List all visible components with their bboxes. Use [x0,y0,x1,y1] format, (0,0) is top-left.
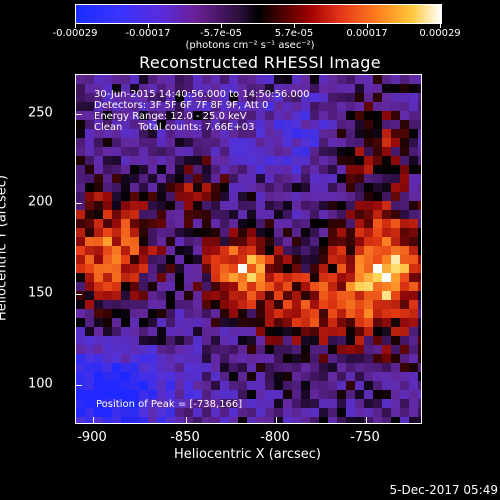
colorbar-tick-label: 5.7e-05 [274,28,314,39]
detectors-info: Detectors: 3F 5F 6F 7F 8F 9F, Att 0 [94,100,269,111]
image-plot: 30-Jun-2015 14:40:56.000 to 14:50:56.000… [75,74,422,424]
x-tick-label: -850 [170,430,200,445]
colorbar-units: (photons cm⁻² s⁻¹ asec⁻²) [185,40,315,51]
observation-time: 30-Jun-2015 14:40:56.000 to 14:50:56.000 [94,89,310,100]
x-tick-label: -800 [260,430,290,445]
colorbar-tick-label: -0.00017 [125,28,171,39]
colorbar-tick-label: 0.00017 [346,28,388,39]
plot-title: Reconstructed RHESSI Image [139,53,381,72]
clean-counts: Clean Total counts: 7.66E+03 [94,122,255,133]
energy-range: Energy Range: 12.0 - 25.0 keV [94,111,247,122]
render-timestamp: 5-Dec-2017 05:49 [389,483,498,497]
colorbar-tick-label: -5.7e-05 [200,28,242,39]
colorbar-tick-label: -0.00029 [52,28,98,39]
x-tick-label: -750 [350,430,380,445]
y-tick-label: 250 [28,105,53,121]
y-axis-label: Heliocentric Y (arcsec) [0,175,10,321]
y-tick-label: 100 [28,376,53,392]
rhessi-image [76,75,421,423]
peak-position: Position of Peak = [-738,166] [96,399,243,410]
x-axis-label: Heliocentric X (arcsec) [174,447,321,462]
x-tick-label: -900 [77,430,107,445]
y-tick-label: 150 [28,285,53,301]
colorbar [75,4,442,24]
y-tick-label: 200 [28,194,53,210]
colorbar-tick-label: 0.00029 [419,28,461,39]
